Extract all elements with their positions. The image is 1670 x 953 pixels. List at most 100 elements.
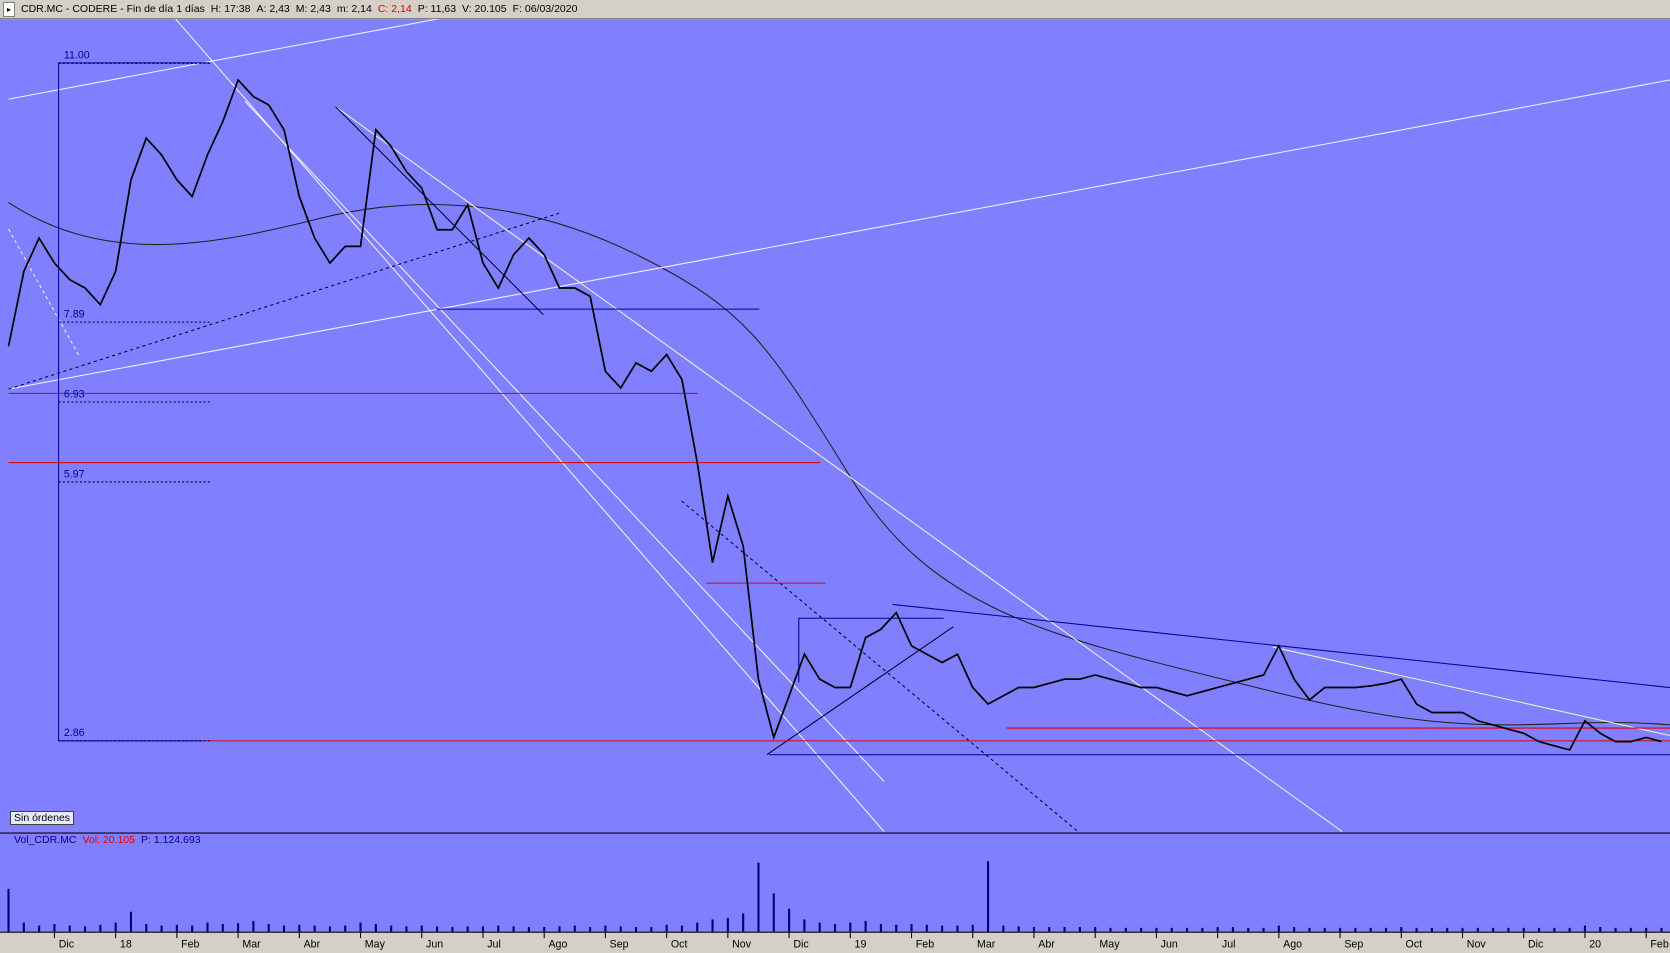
volume-bar	[696, 922, 699, 932]
volume-bar	[420, 925, 423, 932]
x-tick-label: Dic	[59, 938, 75, 950]
volume-bar	[833, 924, 837, 932]
volume-bar	[374, 924, 377, 932]
volume-bar	[1354, 927, 1357, 932]
volume-bar	[1140, 927, 1143, 932]
volume-bar	[1568, 927, 1571, 932]
x-tick-label: Abr	[304, 938, 321, 950]
volume-bar	[145, 924, 148, 932]
volume-bar	[1170, 927, 1173, 932]
volume-bar	[1430, 927, 1433, 932]
volume-bar	[1277, 925, 1280, 932]
volume-bar	[512, 926, 515, 932]
trendline	[244, 100, 885, 782]
volume-bar	[7, 888, 10, 932]
volume-bar	[1063, 927, 1066, 932]
volume-bar	[191, 925, 194, 932]
volume-bar	[1094, 927, 1097, 932]
x-tick-label: Mar	[977, 938, 996, 950]
volume-bar	[879, 924, 882, 932]
volume-bar	[1446, 927, 1449, 932]
price-panel	[0, 19, 1670, 833]
volume-bar	[941, 925, 944, 932]
volume-bar	[1384, 927, 1388, 932]
volume-field: Vol: 20.105	[82, 834, 135, 846]
volume-bar	[206, 922, 209, 932]
volume-bar	[1629, 927, 1632, 932]
volume-bar	[1032, 927, 1036, 932]
volume-bar	[466, 926, 469, 932]
x-tick-label: Ago	[1283, 938, 1302, 950]
volume-bar	[1415, 927, 1418, 932]
volume-bar	[53, 924, 56, 932]
trendline	[8, 212, 560, 390]
volume-bar	[619, 926, 622, 932]
volume-bar	[328, 926, 331, 932]
volume-bar	[971, 924, 974, 932]
x-tick-label: Sep	[1344, 938, 1363, 950]
volume-bar	[558, 926, 561, 932]
volume-bar	[1507, 927, 1510, 932]
x-tick-label: 19	[855, 938, 867, 950]
volume-bar	[895, 924, 898, 932]
volume-bar	[252, 920, 255, 932]
volume-bar	[956, 925, 959, 932]
volume-bar	[344, 925, 347, 932]
volume-bar	[986, 861, 990, 932]
volume-header: Vol_CDR.MC Vol: 20.105 P: 1.124.693	[14, 834, 201, 846]
volume-bar	[1078, 927, 1081, 932]
volume-panel	[0, 833, 1670, 932]
x-tick-label: Jun	[426, 938, 443, 950]
trendline	[8, 79, 1670, 390]
x-tick-label: Mar	[242, 938, 261, 950]
volume-bar	[1522, 927, 1525, 932]
volume-bar	[1583, 925, 1587, 932]
volume-bar	[1369, 927, 1372, 932]
volume-bar	[1216, 927, 1219, 932]
volume-bar	[1048, 927, 1051, 932]
volume-bar	[451, 927, 454, 932]
volume-bar	[481, 926, 485, 932]
trendline	[175, 18, 885, 832]
x-tick-label: May	[1099, 938, 1120, 950]
volume-bar	[38, 925, 41, 932]
level-label: 6.93	[64, 388, 85, 400]
trendline	[766, 626, 954, 756]
volume-bar	[1155, 927, 1158, 932]
volume-bar	[160, 925, 163, 932]
volume-bar	[313, 925, 316, 932]
volume-bar	[864, 920, 867, 932]
volume-bar	[1293, 927, 1296, 932]
volume-bar	[726, 917, 729, 932]
volume-bar	[742, 913, 745, 932]
volume-bar	[1492, 927, 1495, 932]
volume-bar	[1109, 927, 1112, 932]
trendline	[798, 617, 944, 683]
symbol-title: CDR.MC - CODERE - Fin de día 1 días	[21, 3, 205, 15]
x-tick-label: Feb	[181, 938, 199, 950]
x-tick-label: Feb	[916, 938, 934, 950]
level-label: 7.89	[64, 308, 85, 320]
header-field: m: 2,14	[336, 3, 372, 15]
orders-button[interactable]: Sin órdenes	[10, 811, 75, 825]
volume-bar	[1537, 927, 1541, 932]
menu-icon[interactable]: ▸	[3, 1, 15, 17]
volume-bar	[1308, 927, 1311, 932]
x-tick-label: Sep	[610, 938, 629, 950]
volume-bar	[910, 924, 913, 932]
volume-bar	[680, 925, 684, 932]
volume-bar	[298, 924, 301, 932]
price-line	[7, 78, 1662, 751]
x-tick-label: Abr	[1038, 938, 1055, 950]
drawings	[8, 17, 1670, 832]
header-field: V: 20.105	[462, 3, 507, 15]
volume-bar	[650, 927, 653, 932]
level-label: 2.86	[64, 727, 85, 739]
volume-bar	[1323, 927, 1326, 932]
volume-bar	[604, 925, 607, 932]
header-field: A: 2,43	[256, 3, 290, 15]
x-tick-label: Oct	[1406, 938, 1423, 950]
volume-bar	[221, 924, 224, 932]
volume-bar	[1231, 927, 1234, 932]
